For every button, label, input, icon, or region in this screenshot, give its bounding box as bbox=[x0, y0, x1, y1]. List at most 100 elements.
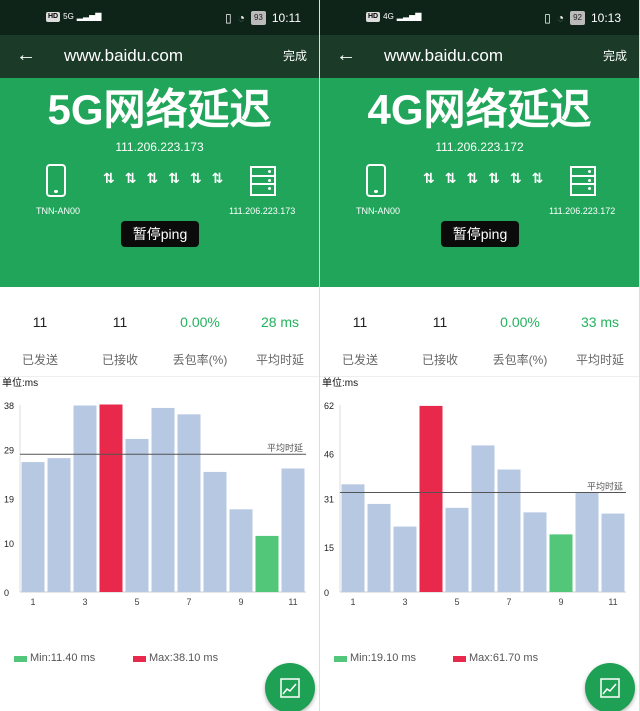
bar-4 bbox=[419, 405, 443, 592]
x-tick-label: 3 bbox=[402, 597, 407, 607]
battery-level: 93 bbox=[250, 11, 266, 25]
vibrate-icon: ▯ bbox=[225, 11, 232, 25]
legend-min: Min:19.10 ms bbox=[334, 652, 416, 665]
network-type: 4G bbox=[383, 12, 394, 21]
x-tick-label: 5 bbox=[134, 597, 139, 607]
clock: 10:13 bbox=[590, 11, 621, 25]
average-line-label: 平均时延 bbox=[267, 442, 303, 453]
server-icon bbox=[250, 166, 276, 196]
legend-min: Min:11.40 ms bbox=[14, 652, 95, 665]
bar-3 bbox=[73, 405, 97, 592]
received-label: 已接收 bbox=[101, 353, 138, 367]
ping-stats: 11 11 0.00% 28 ms 已发送 已接收 丢包率(%) 平均时延 bbox=[0, 287, 319, 377]
loss-rate: 0.00% bbox=[500, 314, 540, 330]
signal-icon: ▂▃▅▇ bbox=[76, 12, 102, 21]
latency-header: 5G网络延迟 111.206.223.173 TNN-AN00 ⇅ ⇅ ⇅ ⇅ ⇅ ⇅ 1… bbox=[0, 78, 319, 287]
max-label: Max:61.70 ms bbox=[469, 652, 539, 664]
chart-fab-button[interactable] bbox=[265, 663, 315, 711]
bar-8 bbox=[523, 512, 547, 592]
network-type: 5G bbox=[63, 12, 74, 21]
y-tick-label: 38 bbox=[4, 401, 14, 411]
min-swatch bbox=[334, 655, 347, 662]
back-arrow-icon[interactable]: ← bbox=[16, 44, 36, 66]
bar-1 bbox=[21, 462, 45, 592]
target-ip: 111.206.223.172 bbox=[435, 140, 524, 154]
unit-label: 单位:ms bbox=[2, 378, 39, 389]
sent-label: 已发送 bbox=[341, 353, 378, 367]
x-tick-label: 3 bbox=[82, 597, 87, 607]
bar-6 bbox=[471, 445, 495, 592]
x-tick-label: 9 bbox=[558, 597, 563, 607]
pause-ping-button[interactable]: 暂停ping bbox=[121, 221, 199, 247]
server-icon bbox=[570, 166, 596, 196]
y-tick-label: 19 bbox=[4, 495, 14, 505]
chart-fab-button[interactable] bbox=[585, 663, 635, 711]
page-title: 5G网络延迟 bbox=[47, 86, 272, 133]
bar-1 bbox=[341, 484, 365, 592]
y-tick-label: 0 bbox=[4, 588, 9, 598]
received-count: 11 bbox=[112, 314, 128, 330]
done-button[interactable]: 完成 bbox=[602, 49, 627, 63]
loss-label: 丢包率(%) bbox=[172, 353, 228, 367]
x-tick-label: 1 bbox=[350, 597, 355, 607]
y-tick-label: 31 bbox=[324, 495, 334, 505]
bar-10 bbox=[255, 535, 279, 592]
phone-screen-4g: HD 4G ▂▃▅▇ ▯ ◔ 92 10:13 ← www.baidu.com 完成 4G… bbox=[320, 0, 640, 711]
latency-bar-chart: 0 15 31 46 62 1 3 5 7 9 11 平均时延 bbox=[324, 401, 626, 607]
server-ip: 111.206.223.172 bbox=[549, 206, 616, 216]
y-tick-label: 46 bbox=[324, 449, 334, 459]
bar-11 bbox=[281, 468, 305, 592]
avg-label: 平均时延 bbox=[575, 353, 624, 367]
transfer-arrows-icon: ⇅ ⇅ ⇅ ⇅ ⇅ ⇅ bbox=[423, 170, 544, 186]
server-ip: 111.206.223.173 bbox=[229, 206, 296, 216]
legend-max: Max:38.10 ms bbox=[133, 652, 218, 665]
bar-9 bbox=[549, 534, 573, 592]
x-tick-label: 11 bbox=[288, 597, 297, 607]
toolbar: ← www.baidu.com 完成 bbox=[320, 35, 639, 78]
bar-5 bbox=[445, 507, 469, 592]
bar-8 bbox=[203, 471, 227, 592]
x-tick-label: 11 bbox=[608, 597, 617, 607]
line-chart-icon bbox=[280, 678, 300, 698]
x-tick-label: 9 bbox=[238, 597, 243, 607]
avg-latency: 33 ms bbox=[580, 314, 620, 330]
bar-11 bbox=[601, 513, 625, 592]
x-tick-label: 7 bbox=[186, 597, 191, 607]
url-title: www.baidu.com bbox=[384, 46, 504, 65]
avg-label: 平均时延 bbox=[255, 353, 304, 367]
speed-icon: ◔ bbox=[556, 11, 565, 25]
x-tick-label: 5 bbox=[454, 597, 459, 607]
bar-3 bbox=[393, 526, 417, 592]
phone-screen-5g: HD 5G ▂▃▅▇ ▯ ◔ 93 10:11 ← www.baidu.com 完成 5G… bbox=[0, 0, 320, 711]
y-tick-label: 62 bbox=[324, 401, 334, 411]
bar-7 bbox=[497, 469, 521, 592]
vibrate-icon: ▯ bbox=[544, 11, 551, 25]
done-button[interactable]: 完成 bbox=[282, 49, 307, 63]
phone-icon bbox=[46, 164, 66, 197]
y-tick-label: 10 bbox=[4, 539, 14, 549]
hd-icon: HD bbox=[46, 12, 61, 22]
min-label: Min:19.10 ms bbox=[350, 652, 417, 664]
signal-icon: ▂▃▅▇ bbox=[396, 12, 422, 21]
toolbar: ← www.baidu.com 完成 bbox=[0, 35, 319, 78]
transfer-arrows-icon: ⇅ ⇅ ⇅ ⇅ ⇅ ⇅ bbox=[103, 170, 224, 186]
y-tick-label: 0 bbox=[324, 588, 329, 598]
unit-label: 单位:ms bbox=[322, 378, 359, 389]
bar-4 bbox=[99, 404, 123, 592]
sent-count: 11 bbox=[352, 314, 368, 330]
loss-rate: 0.00% bbox=[180, 314, 220, 330]
speed-icon: ◔ bbox=[237, 11, 245, 25]
average-line-label: 平均时延 bbox=[587, 480, 623, 491]
pause-ping-button[interactable]: 暂停ping bbox=[441, 221, 519, 247]
sent-count: 11 bbox=[32, 314, 48, 330]
status-bar: HD 5G ▂▃▅▇ ▯ ◔ 93 10:11 bbox=[0, 0, 319, 35]
y-tick-label: 29 bbox=[4, 445, 14, 455]
received-count: 11 bbox=[432, 314, 448, 330]
sent-label: 已发送 bbox=[21, 353, 58, 367]
line-chart-icon bbox=[600, 678, 620, 698]
bar-7 bbox=[177, 414, 201, 592]
target-ip: 111.206.223.173 bbox=[115, 140, 204, 154]
avg-latency: 28 ms bbox=[260, 314, 300, 330]
max-swatch bbox=[453, 655, 466, 662]
back-arrow-icon[interactable]: ← bbox=[336, 44, 356, 66]
